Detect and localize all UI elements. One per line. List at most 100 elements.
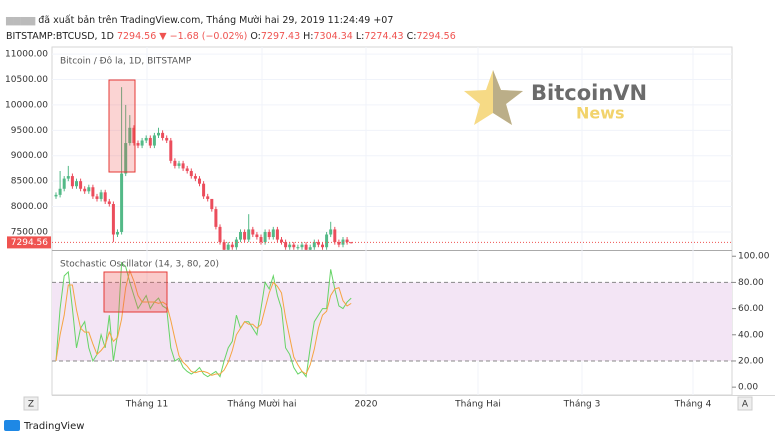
ohlc-key: O: <box>250 31 261 42</box>
osc-line <box>55 268 352 376</box>
symbol: BITSTAMP:BTCUSD, 1D <box>6 31 114 42</box>
band <box>52 282 732 361</box>
candle-body <box>124 143 128 174</box>
candle-body <box>239 231 242 240</box>
osc-title: Stochastic Oscillator (14, 3, 80, 20) <box>60 260 219 270</box>
candle-body <box>173 160 177 166</box>
y-tick-label: 10500.00 <box>5 75 48 85</box>
candle-body <box>107 201 111 205</box>
candle-body <box>230 244 234 248</box>
candle-body <box>222 242 226 250</box>
candle-body <box>251 229 255 235</box>
last-price-text: 7294.56 <box>11 238 48 248</box>
candle-body <box>144 137 148 141</box>
x-tick-label: Tháng Hai <box>454 400 501 410</box>
y-tick-label: 11000.00 <box>5 50 48 60</box>
candle-body <box>79 181 83 189</box>
brand: TradingView <box>23 421 84 432</box>
candle-body <box>300 244 304 248</box>
x-tick-label: Tháng 4 <box>674 400 712 410</box>
published: đã xuất bản trên TradingView.com, Tháng … <box>38 15 394 26</box>
candle-body <box>304 244 308 250</box>
ohlc-value: 7297.43 <box>260 31 301 42</box>
candle-body <box>111 204 115 235</box>
candle-body <box>128 127 132 144</box>
candle-body <box>312 242 316 248</box>
candle-body <box>259 237 263 243</box>
candle-body <box>165 137 169 141</box>
ohlc-value: 7304.34 <box>313 31 353 42</box>
candle-body <box>54 194 58 197</box>
y-tick-label: 0.00 <box>738 383 758 393</box>
candle-body <box>193 176 197 179</box>
candle-body <box>275 229 279 240</box>
last-price: 7294.56 <box>116 31 157 42</box>
y-tick-label: 100.00 <box>738 252 770 262</box>
candle-body <box>181 163 185 169</box>
candle-body <box>255 234 259 238</box>
candle-body <box>263 231 267 243</box>
candle-body <box>337 242 341 245</box>
candle-body <box>234 239 238 248</box>
candle-body <box>296 247 300 249</box>
y-tick-label: 60.00 <box>738 304 764 314</box>
candle-body <box>226 244 230 250</box>
candle-body <box>321 244 324 248</box>
candle-body <box>333 229 337 243</box>
watermark: BitcoinVN News <box>464 70 647 125</box>
highlight-box <box>108 79 136 173</box>
candle-body <box>271 229 275 238</box>
y-tick-label: 80.00 <box>738 278 764 288</box>
candle-body <box>83 188 87 192</box>
candle-body <box>103 192 107 202</box>
candle-body <box>198 178 201 184</box>
candle-body <box>280 239 283 243</box>
candle-body <box>62 178 66 189</box>
zoom-button[interactable] <box>23 396 39 411</box>
candle-body <box>161 132 165 138</box>
change: ▼ −1.68 (−0.02%) <box>159 31 248 42</box>
y-tick-label: 9500.00 <box>11 126 48 136</box>
candle-body <box>136 143 140 146</box>
y-tick-label: 40.00 <box>738 330 764 340</box>
candle-body <box>316 242 320 245</box>
candle-body <box>288 244 292 248</box>
zoom-label: Z <box>28 400 34 410</box>
candle-body <box>202 183 206 197</box>
x-tick-label: Tháng 11 <box>125 400 168 410</box>
y-tick-label: 9000.00 <box>11 151 48 161</box>
last-price-tag <box>7 236 51 249</box>
candle-body <box>95 196 99 199</box>
candle-body <box>206 196 210 199</box>
candle-body <box>140 140 144 146</box>
x-tick-label: 2020 <box>355 400 378 410</box>
main-title: Bitcoin / Đô la, 1D, BITSTAMP <box>60 56 192 67</box>
ohlc: O:7297.43 H:7304.34 L:7274.43 C:7294.56 <box>250 31 458 42</box>
y-tick-label: 8000.00 <box>11 202 48 212</box>
ohlc-key: H: <box>303 31 314 42</box>
ohlc-key: C: <box>406 31 417 42</box>
candle-body <box>75 181 78 187</box>
candle-body <box>214 209 218 227</box>
candle-body <box>329 229 333 235</box>
y-tick-label: 10000.00 <box>5 100 48 110</box>
candle-body <box>169 140 173 161</box>
candle-body <box>189 170 193 177</box>
candle-body <box>267 231 271 238</box>
candle-body <box>325 234 329 248</box>
candle-body <box>185 168 189 171</box>
auto-button[interactable] <box>737 396 753 411</box>
highlight-box <box>103 271 168 313</box>
candle-body <box>308 247 312 250</box>
candle-body <box>284 242 288 248</box>
auto-label: A <box>742 400 749 410</box>
ohlc-key: L: <box>355 31 365 42</box>
candle-body <box>292 244 296 248</box>
watermark-sub: News <box>576 104 625 123</box>
candle-body <box>87 187 91 192</box>
candle-body <box>247 229 251 240</box>
candle-body <box>66 176 70 179</box>
x-tick-label: Tháng Mười hai <box>226 399 296 410</box>
